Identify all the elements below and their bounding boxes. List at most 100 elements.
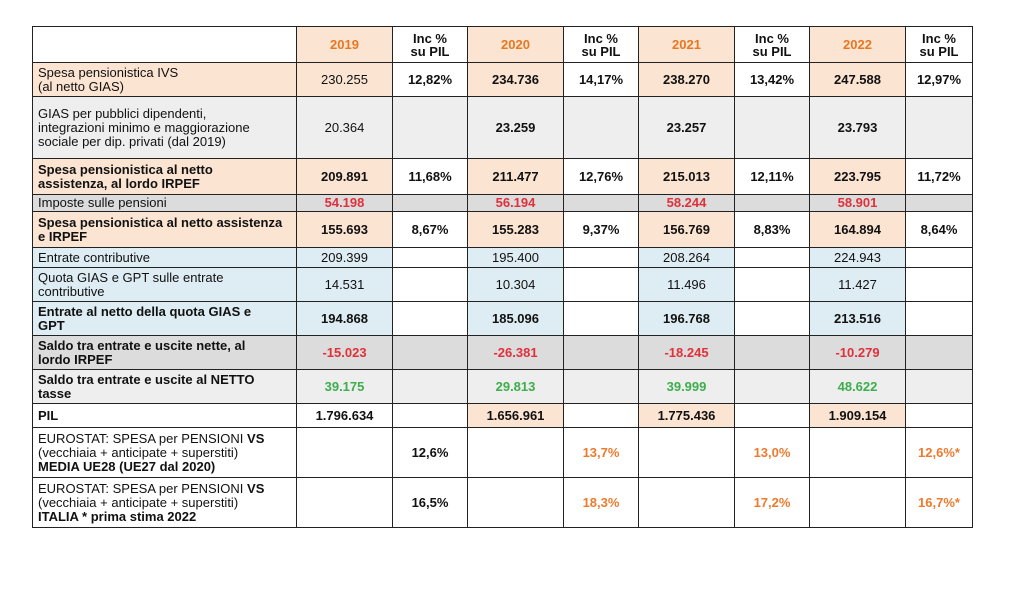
value-2021: 156.769 [638, 211, 735, 248]
inc-2019: 11,68% [392, 158, 468, 195]
value-2019: 39.175 [296, 369, 393, 404]
value-2022: -10.279 [809, 335, 906, 370]
inc-2020 [563, 194, 639, 212]
value-2020: 10.304 [467, 267, 564, 302]
row-label: Spesa pensionistica IVS (al netto GIAS) [32, 62, 297, 97]
value-2022: 224.943 [809, 247, 906, 268]
inc-2021 [734, 403, 810, 428]
table-row: Entrate contributive 209.399 195.400 208… [32, 247, 973, 268]
value-2020: 56.194 [467, 194, 564, 212]
inc-2020: 14,17% [563, 62, 639, 97]
value-2022: 1.909.154 [809, 403, 906, 428]
value-2020: 1.656.961 [467, 403, 564, 428]
inc-2022 [905, 247, 973, 268]
value-2022: 23.793 [809, 96, 906, 159]
inc-2019 [392, 301, 468, 336]
table-row: EUROSTAT: SPESA per PENSIONI VS (vecchiai… [32, 477, 973, 528]
value-2022 [809, 427, 906, 478]
inc-2019: 12,6% [392, 427, 468, 478]
value-2019: 155.693 [296, 211, 393, 248]
value-2019: 54.198 [296, 194, 393, 212]
table-row: Imposte sulle pensioni 54.198 56.194 58.… [32, 194, 973, 212]
table-row: Saldo tra entrate e uscite nette, al lord… [32, 335, 973, 370]
value-2020: 155.283 [467, 211, 564, 248]
inc-2019 [392, 96, 468, 159]
row-label: Saldo tra entrate e uscite nette, al lord… [32, 335, 297, 370]
row-label: Entrate contributive [32, 247, 297, 268]
inc-2021 [734, 335, 810, 370]
header-year-2021: 2021 [638, 26, 735, 63]
inc-2020 [563, 403, 639, 428]
value-2019: 14.531 [296, 267, 393, 302]
value-2022: 58.901 [809, 194, 906, 212]
inc-2019 [392, 247, 468, 268]
value-2020: 185.096 [467, 301, 564, 336]
value-2020: 29.813 [467, 369, 564, 404]
inc-2019: 8,67% [392, 211, 468, 248]
header-inc-2020: Inc % su PIL [563, 26, 639, 63]
inc-2020 [563, 267, 639, 302]
value-2022: 11.427 [809, 267, 906, 302]
inc-2022 [905, 267, 973, 302]
inc-2021: 17,2% [734, 477, 810, 528]
value-2021 [638, 477, 735, 528]
inc-2022 [905, 194, 973, 212]
inc-2021 [734, 267, 810, 302]
row-label: Spesa pensionistica al netto assistenza, … [32, 158, 297, 195]
inc-2019: 12,82% [392, 62, 468, 97]
table-row: Saldo tra entrate e uscite al NETTO tasse… [32, 369, 973, 404]
value-2020: 211.477 [467, 158, 564, 195]
value-2019: 209.891 [296, 158, 393, 195]
value-2019 [296, 477, 393, 528]
value-2019: 20.364 [296, 96, 393, 159]
table-row: Spesa pensionistica IVS (al netto GIAS) 2… [32, 62, 973, 97]
value-2022: 48.622 [809, 369, 906, 404]
table-row: Spesa pensionistica al netto assistenza e… [32, 211, 973, 248]
inc-2020: 13,7% [563, 427, 639, 478]
row-label: Saldo tra entrate e uscite al NETTO tasse [32, 369, 297, 404]
value-2022: 164.894 [809, 211, 906, 248]
inc-2022 [905, 403, 973, 428]
value-2020: -26.381 [467, 335, 564, 370]
inc-2020: 12,76% [563, 158, 639, 195]
value-2022: 247.588 [809, 62, 906, 97]
inc-2019 [392, 194, 468, 212]
value-2021: 196.768 [638, 301, 735, 336]
inc-2021: 12,11% [734, 158, 810, 195]
value-2020 [467, 427, 564, 478]
value-2019: 1.796.634 [296, 403, 393, 428]
inc-2021 [734, 96, 810, 159]
table-row: PIL 1.796.634 1.656.961 1.775.436 1.909.… [32, 403, 973, 428]
value-2021: 39.999 [638, 369, 735, 404]
value-2021: 208.264 [638, 247, 735, 268]
inc-2019 [392, 369, 468, 404]
row-label: EUROSTAT: SPESA per PENSIONI VS (vecchiai… [32, 427, 297, 478]
row-label: Spesa pensionistica al netto assistenza e… [32, 211, 297, 248]
row-label: Quota GIAS e GPT sulle entrate contributi… [32, 267, 297, 302]
inc-2022 [905, 335, 973, 370]
value-2021: 11.496 [638, 267, 735, 302]
inc-2020 [563, 369, 639, 404]
value-2022: 213.516 [809, 301, 906, 336]
inc-2020 [563, 96, 639, 159]
inc-2019: 16,5% [392, 477, 468, 528]
inc-2022: 11,72% [905, 158, 973, 195]
row-label: EUROSTAT: SPESA per PENSIONI VS (vecchiai… [32, 477, 297, 528]
inc-2019 [392, 267, 468, 302]
value-2021: 58.244 [638, 194, 735, 212]
inc-2022 [905, 369, 973, 404]
inc-2022: 12,97% [905, 62, 973, 97]
inc-2021 [734, 247, 810, 268]
header-row: 2019 Inc % su PIL 2020 Inc % su PIL 2021 I… [32, 26, 973, 63]
inc-2022 [905, 301, 973, 336]
header-year-2022: 2022 [809, 26, 906, 63]
header-inc-2019: Inc % su PIL [392, 26, 468, 63]
value-2020: 234.736 [467, 62, 564, 97]
inc-2021 [734, 301, 810, 336]
value-2020: 23.259 [467, 96, 564, 159]
inc-2021: 13,0% [734, 427, 810, 478]
row-label: Imposte sulle pensioni [32, 194, 297, 212]
inc-2022: 12,6%* [905, 427, 973, 478]
row-label: Entrate al netto della quota GIAS e GPT [32, 301, 297, 336]
value-2021: 215.013 [638, 158, 735, 195]
